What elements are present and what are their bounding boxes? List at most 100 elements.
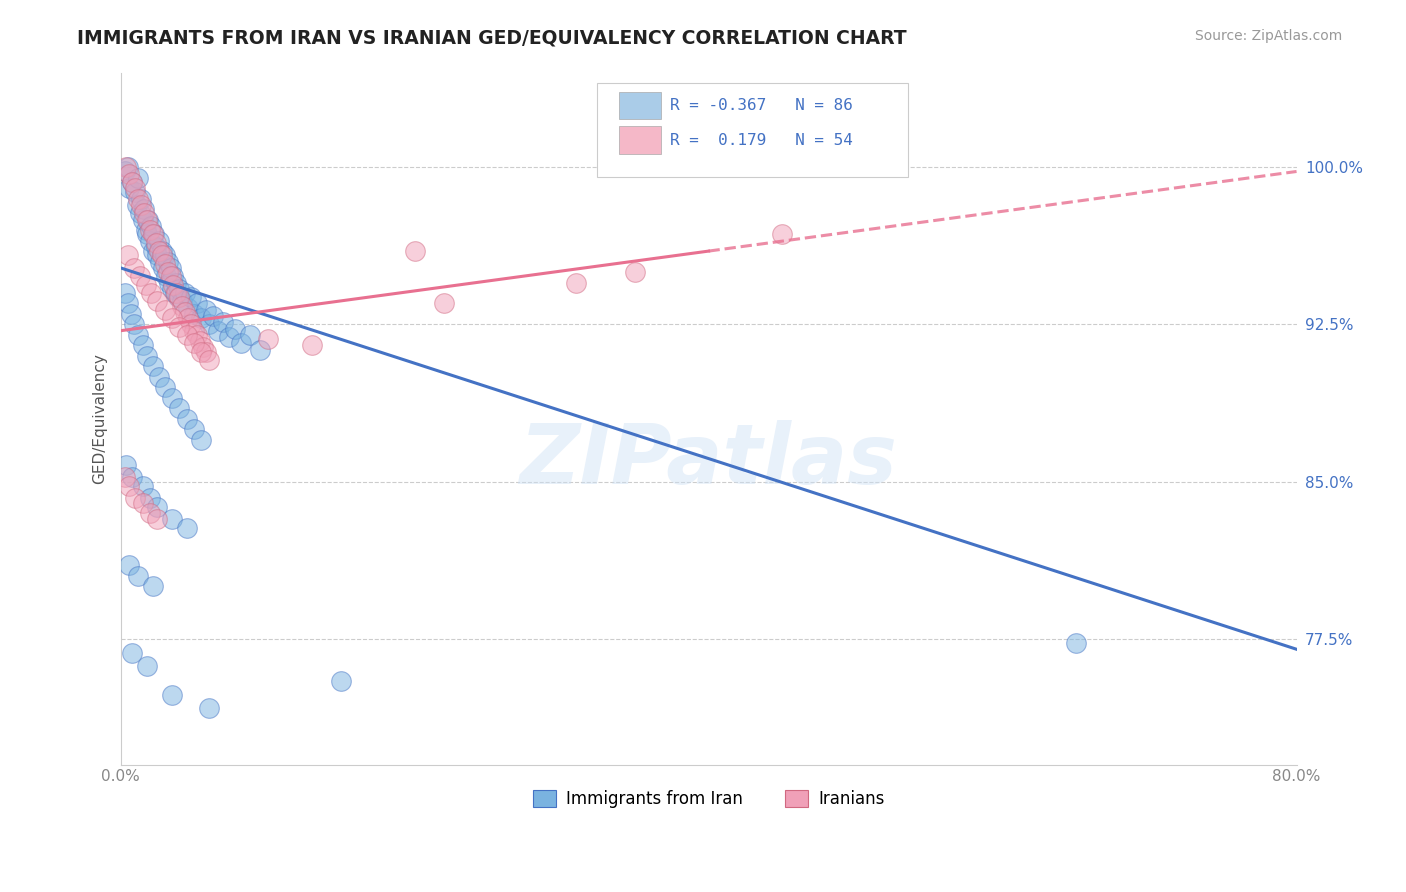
Point <box>150 248 173 262</box>
FancyBboxPatch shape <box>596 83 908 177</box>
Point <box>139 491 162 506</box>
Point <box>174 305 197 319</box>
Point <box>142 579 165 593</box>
Point <box>212 315 235 329</box>
Point <box>163 285 186 300</box>
Point <box>160 311 183 326</box>
Point <box>120 307 142 321</box>
Point <box>124 181 146 195</box>
Point <box>190 433 212 447</box>
Point <box>124 186 146 200</box>
Point <box>224 321 246 335</box>
Point <box>141 285 163 300</box>
Point <box>176 521 198 535</box>
Point <box>142 244 165 259</box>
Point <box>149 254 172 268</box>
Point <box>162 269 184 284</box>
Point <box>136 659 159 673</box>
Point <box>132 202 155 217</box>
Y-axis label: GED/Equivalency: GED/Equivalency <box>93 353 107 484</box>
Point <box>190 311 212 326</box>
Point <box>128 206 150 220</box>
Point <box>330 673 353 688</box>
Point <box>118 167 141 181</box>
Point <box>177 301 200 315</box>
Point <box>160 282 183 296</box>
Point <box>156 254 179 268</box>
Point <box>136 212 159 227</box>
Point <box>136 227 159 242</box>
Point <box>194 344 217 359</box>
Point <box>183 336 205 351</box>
Point <box>139 234 162 248</box>
Point <box>159 269 181 284</box>
Point <box>165 276 187 290</box>
Point <box>166 290 188 304</box>
Point <box>176 411 198 425</box>
Point <box>127 192 149 206</box>
Point <box>180 290 202 304</box>
Point <box>172 294 194 309</box>
Point <box>183 324 205 338</box>
Point <box>180 318 202 332</box>
Point <box>115 458 138 472</box>
Point <box>117 296 139 310</box>
Point <box>121 470 143 484</box>
Point <box>131 495 153 509</box>
Point <box>169 282 191 296</box>
Point <box>146 500 169 514</box>
Point <box>124 491 146 506</box>
FancyBboxPatch shape <box>619 92 661 120</box>
Point <box>156 265 179 279</box>
Point <box>122 260 145 275</box>
Point <box>148 244 170 259</box>
Point <box>127 569 149 583</box>
Point <box>114 470 136 484</box>
Point <box>145 240 167 254</box>
Point <box>122 318 145 332</box>
Point <box>146 294 169 309</box>
Point <box>169 401 191 416</box>
Point <box>165 285 187 300</box>
Point <box>160 689 183 703</box>
Point <box>138 212 160 227</box>
Point <box>249 343 271 357</box>
Point <box>128 269 150 284</box>
Point <box>191 341 214 355</box>
Point <box>142 227 165 242</box>
Point <box>174 285 197 300</box>
Point <box>565 276 588 290</box>
Point <box>256 332 278 346</box>
Point <box>153 248 176 262</box>
Point <box>121 647 143 661</box>
Point <box>160 391 183 405</box>
Point <box>132 206 155 220</box>
Point <box>146 512 169 526</box>
Point <box>1064 636 1087 650</box>
Point <box>129 198 152 212</box>
Point <box>301 338 323 352</box>
Point <box>194 302 217 317</box>
Text: R = -0.367   N = 86: R = -0.367 N = 86 <box>669 98 852 113</box>
Point <box>145 235 167 250</box>
Point <box>114 285 136 300</box>
Point <box>148 369 170 384</box>
Text: IMMIGRANTS FROM IRAN VS IRANIAN GED/EQUIVALENCY CORRELATION CHART: IMMIGRANTS FROM IRAN VS IRANIAN GED/EQUI… <box>77 29 907 47</box>
Point <box>197 701 219 715</box>
Point <box>176 327 198 342</box>
Point <box>183 307 205 321</box>
Point <box>118 558 141 573</box>
Point <box>177 311 200 326</box>
Point <box>127 327 149 342</box>
Point <box>162 277 184 292</box>
Point <box>134 223 156 237</box>
Point <box>136 349 159 363</box>
Point <box>190 344 212 359</box>
Point <box>131 212 153 227</box>
Point <box>239 327 262 342</box>
Point <box>127 170 149 185</box>
Point <box>117 248 139 262</box>
Point <box>433 296 456 310</box>
Point <box>160 512 183 526</box>
Legend: Immigrants from Iran, Iranians: Immigrants from Iran, Iranians <box>526 783 891 815</box>
